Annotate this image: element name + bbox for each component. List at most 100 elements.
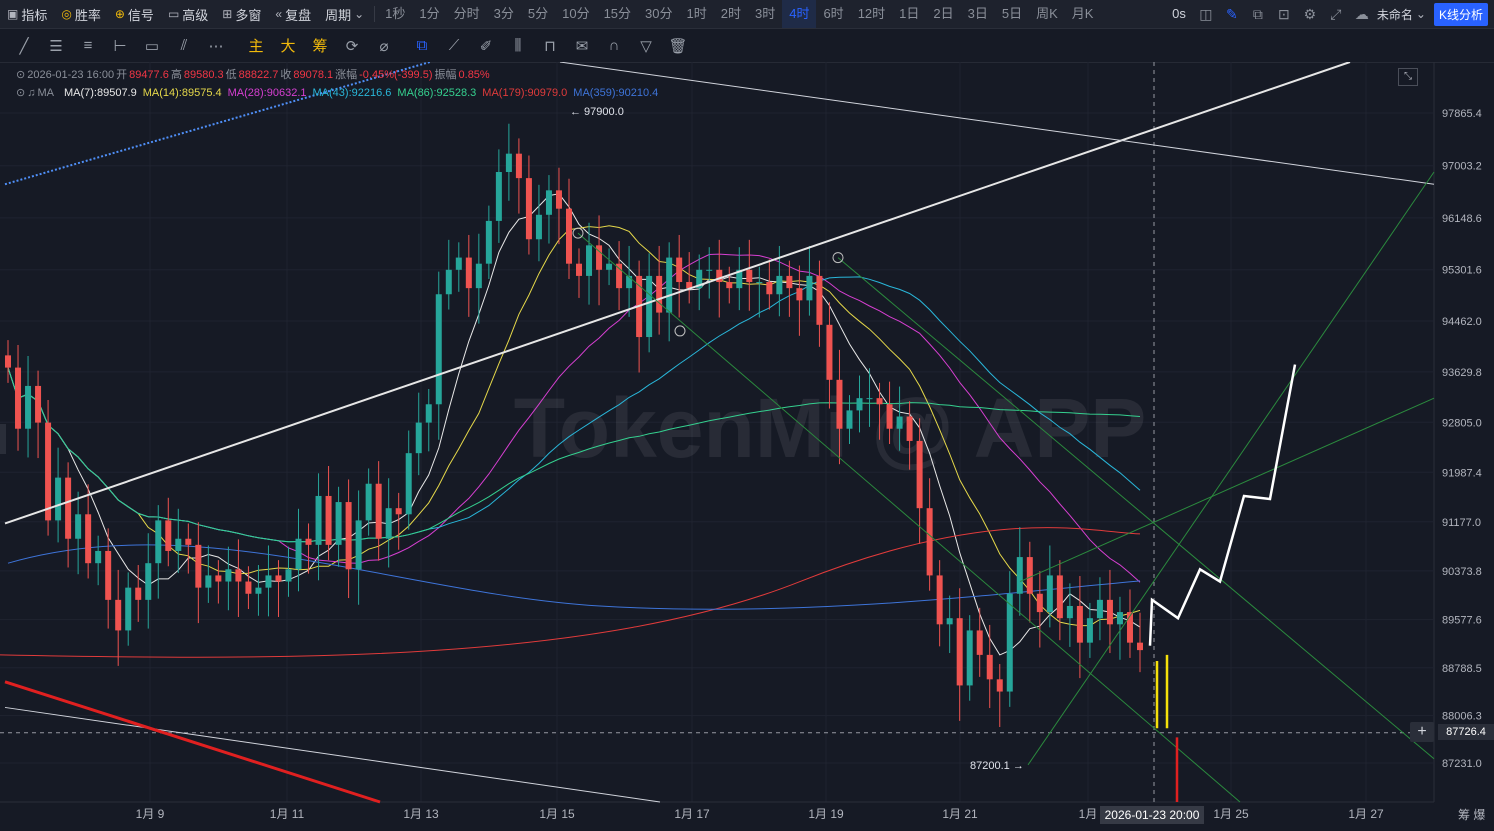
candle-body <box>225 569 232 582</box>
period-5日[interactable]: 5日 <box>1001 6 1023 21</box>
candle-body <box>165 520 172 551</box>
candle-body <box>896 416 903 429</box>
period-2时[interactable]: 2时 <box>720 6 741 21</box>
signal-button[interactable]: ⊕ 信号 <box>108 0 161 28</box>
note-icon[interactable]: ✉ <box>575 37 589 55</box>
period-12时[interactable]: 12时 <box>857 6 886 21</box>
side-panel-handle[interactable] <box>0 424 6 454</box>
pencil-icon[interactable]: ✎ <box>1226 5 1238 22</box>
period-dropdown[interactable]: 周期 ⌄ <box>318 0 371 28</box>
signal-label: 信号 <box>127 7 154 23</box>
copy-icon[interactable]: ⧉ <box>416 37 428 54</box>
kline-analysis-button[interactable]: K线分析 <box>1433 2 1488 26</box>
period-月K[interactable]: 月K <box>1071 6 1094 21</box>
multiwin-button[interactable]: ⊞ 多窗 <box>215 0 268 28</box>
rect-icon[interactable]: ▭ <box>144 37 160 55</box>
magnet-icon[interactable]: ∩ <box>608 37 620 54</box>
candles-icon[interactable]: ⫼ <box>514 37 522 54</box>
period-6时[interactable]: 6时 <box>823 6 844 21</box>
candle-body <box>886 404 893 429</box>
trendline-icon[interactable]: ╱ <box>19 37 29 55</box>
candle-body <box>295 538 302 570</box>
winrate-button[interactable]: ◎ 胜率 <box>54 0 108 28</box>
candle-body <box>1106 599 1113 625</box>
candle-body <box>1046 575 1053 613</box>
add-alert-icon[interactable]: + <box>1410 722 1434 742</box>
big-order-button[interactable]: 大 <box>280 38 296 55</box>
candle-body <box>996 679 1003 692</box>
camera-icon[interactable]: ◫ <box>1199 5 1213 22</box>
anchor-point <box>572 227 584 239</box>
multiwin-label: 多窗 <box>235 7 262 23</box>
period-1时[interactable]: 1时 <box>686 6 707 21</box>
candle-body <box>846 410 853 429</box>
candle-body <box>105 550 112 600</box>
period-周K[interactable]: 周K <box>1036 6 1058 21</box>
watermark: TokenMi @ APP <box>514 381 1147 475</box>
main-force-button[interactable]: 主 <box>248 38 264 55</box>
hline-multi-icon[interactable]: ☰ <box>49 37 63 55</box>
more-icon[interactable]: ⋯ <box>208 37 224 55</box>
price-axis: 97865.4 97003.2 96148.6 95301.6 94462.0 93629… <box>1442 108 1482 770</box>
period-4时[interactable]: 4时 <box>782 0 817 28</box>
period-3时[interactable]: 3时 <box>754 6 776 21</box>
candle-body <box>5 355 11 368</box>
parallel-icon[interactable]: ≡ <box>83 37 93 54</box>
period-15分[interactable]: 15分 <box>603 6 632 21</box>
ma-legend-2: MA(28):90632.1 <box>227 87 307 99</box>
fib-icon[interactable]: ⫽ <box>180 37 188 54</box>
period-3分[interactable]: 3分 <box>493 6 514 21</box>
sync-icon[interactable]: ⟳ <box>345 37 359 55</box>
candle-body <box>25 385 32 429</box>
ruler-icon[interactable]: ⟋ <box>448 37 460 54</box>
candle-body <box>776 275 783 295</box>
change-value: -0.45%(-399.5) <box>359 69 433 81</box>
period-2日[interactable]: 2日 <box>933 6 954 21</box>
fullscreen-exit-icon[interactable]: ⊡ <box>1278 5 1290 22</box>
toggle-icon[interactable]: ⊙ <box>16 87 26 99</box>
filter-icon[interactable]: ▽ <box>640 37 652 55</box>
candle-body <box>836 379 843 429</box>
candle-body <box>135 587 142 600</box>
cloud-icon[interactable]: ☁ <box>1354 5 1369 22</box>
fullscreen-icon[interactable]: ⤢ <box>1330 5 1342 22</box>
period-1分[interactable]: 1分 <box>419 6 440 21</box>
gear-icon[interactable]: ⚙ <box>1303 5 1317 22</box>
period-30分[interactable]: 30分 <box>645 6 673 21</box>
bell-icon[interactable]: ♫ <box>27 87 36 99</box>
candle-body <box>425 404 432 423</box>
advanced-button[interactable]: ▭ 高级 <box>161 0 215 28</box>
anchor-point <box>674 325 686 337</box>
window-icon[interactable]: ⧉ <box>1252 5 1263 22</box>
trendline-lower <box>4 706 661 803</box>
hline-icon[interactable]: ⊢ <box>113 37 127 55</box>
period-10分[interactable]: 10分 <box>562 6 590 21</box>
price-chart[interactable]: TokenMi @ APP 97865.4 97003.2 96148.6 95301… <box>0 62 1494 831</box>
candle-body <box>616 263 623 289</box>
candle-body <box>375 483 382 539</box>
trash-icon[interactable]: 🗑 <box>668 37 688 55</box>
toolbar-right: 0s ◫ ✎ ⧉ ⊡ ⚙ ⤢ ☁ 未命名 ⌄ K线分析 <box>1165 0 1494 28</box>
chip-button[interactable]: 筹 <box>312 38 328 55</box>
period-1秒[interactable]: 1秒 <box>385 6 406 21</box>
low-label: 低 <box>225 69 237 81</box>
collapse-icon[interactable]: ⤡ <box>1398 68 1418 86</box>
chevron-down-icon: ⌄ <box>354 7 365 21</box>
lock-icon[interactable]: ⊓ <box>544 37 556 55</box>
candle-body <box>505 153 512 173</box>
candle-body <box>796 288 803 301</box>
magnet-off-icon[interactable]: ⌀ <box>379 37 389 55</box>
period-1日[interactable]: 1日 <box>899 6 920 21</box>
layout-dropdown[interactable]: 未命名 ⌄ <box>1375 0 1428 28</box>
candle-body <box>95 550 102 564</box>
period-分时[interactable]: 分时 <box>453 6 480 21</box>
brush-icon[interactable]: ✐ <box>479 37 493 55</box>
channel-4 <box>1019 397 1435 582</box>
period-3日[interactable]: 3日 <box>967 6 988 21</box>
replay-button[interactable]: «复盘 <box>268 0 318 28</box>
toggle-icon[interactable]: ⊙ <box>16 69 26 81</box>
layout-name: 未命名 <box>1376 7 1413 22</box>
period-5分[interactable]: 5分 <box>527 6 549 21</box>
channel-3 <box>1027 171 1435 766</box>
indicator-button[interactable]: ▣ 指标 <box>0 0 54 28</box>
